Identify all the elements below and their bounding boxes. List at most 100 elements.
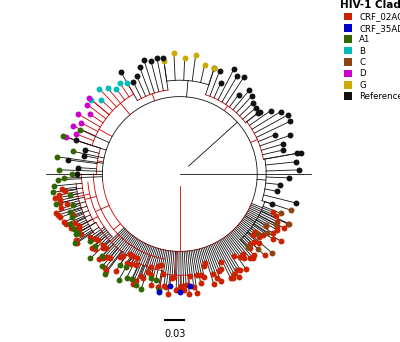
Point: [74, 111, 81, 116]
Point: [262, 223, 269, 228]
Point: [285, 221, 292, 227]
Point: [160, 283, 167, 289]
Point: [245, 244, 251, 250]
Point: [70, 213, 76, 218]
Point: [155, 263, 162, 268]
Point: [240, 251, 246, 256]
Point: [171, 274, 178, 280]
Point: [165, 291, 171, 296]
Point: [217, 260, 224, 265]
Point: [75, 230, 81, 236]
Point: [272, 213, 279, 219]
Point: [262, 223, 269, 229]
Point: [54, 212, 61, 218]
Point: [99, 253, 106, 259]
Point: [218, 278, 224, 284]
Point: [138, 273, 144, 279]
Point: [200, 263, 207, 268]
Point: [201, 275, 208, 280]
Point: [75, 165, 81, 170]
Point: [65, 157, 71, 163]
Point: [147, 275, 154, 281]
Point: [68, 225, 74, 231]
Point: [92, 243, 98, 248]
Point: [182, 55, 188, 61]
Point: [133, 279, 140, 284]
Point: [278, 211, 284, 216]
Point: [84, 102, 90, 107]
Point: [68, 171, 75, 177]
Text: 0.03: 0.03: [164, 329, 185, 339]
Point: [120, 253, 126, 259]
Point: [72, 240, 78, 246]
Point: [148, 58, 154, 64]
Point: [52, 210, 59, 216]
Point: [171, 50, 177, 55]
Point: [74, 240, 80, 246]
Point: [87, 238, 93, 244]
Point: [61, 219, 67, 225]
Point: [177, 290, 183, 295]
Point: [72, 220, 78, 225]
Point: [113, 86, 119, 91]
Point: [144, 269, 151, 275]
Point: [117, 262, 123, 267]
Point: [148, 282, 154, 287]
Point: [247, 245, 253, 250]
Point: [230, 275, 237, 281]
Point: [256, 109, 263, 115]
Point: [270, 210, 276, 215]
Point: [167, 283, 173, 289]
Point: [268, 108, 274, 114]
Point: [58, 206, 64, 211]
Point: [218, 266, 224, 272]
Point: [259, 232, 266, 237]
Point: [255, 231, 262, 237]
Point: [211, 65, 218, 70]
Point: [241, 75, 247, 80]
Point: [293, 200, 299, 206]
Point: [133, 73, 140, 78]
Point: [148, 273, 154, 278]
Point: [296, 167, 303, 173]
Point: [192, 52, 199, 58]
Point: [278, 109, 284, 114]
Point: [198, 272, 205, 278]
Point: [130, 253, 136, 259]
Point: [72, 137, 79, 143]
Point: [78, 231, 84, 237]
Point: [129, 276, 136, 281]
Point: [252, 229, 258, 235]
Point: [88, 97, 94, 102]
Point: [57, 200, 63, 206]
Point: [69, 214, 75, 220]
Point: [293, 159, 299, 165]
Point: [77, 127, 83, 132]
Point: [286, 221, 292, 226]
Point: [194, 291, 200, 296]
Point: [60, 133, 66, 139]
Point: [64, 201, 70, 207]
Point: [62, 188, 68, 194]
Point: [246, 241, 253, 247]
Point: [130, 281, 136, 286]
Point: [124, 275, 130, 280]
Point: [98, 97, 104, 103]
Point: [197, 280, 204, 285]
Point: [272, 132, 278, 137]
Point: [274, 227, 280, 233]
Point: [191, 285, 197, 290]
Point: [230, 67, 237, 72]
Point: [285, 112, 292, 117]
Point: [250, 232, 256, 238]
Point: [274, 188, 280, 194]
Point: [96, 86, 102, 91]
Point: [216, 68, 223, 74]
Point: [92, 246, 98, 252]
Point: [136, 65, 143, 70]
Point: [218, 80, 224, 85]
Point: [133, 282, 139, 288]
Point: [75, 230, 82, 235]
Point: [161, 59, 167, 64]
Point: [61, 175, 67, 181]
